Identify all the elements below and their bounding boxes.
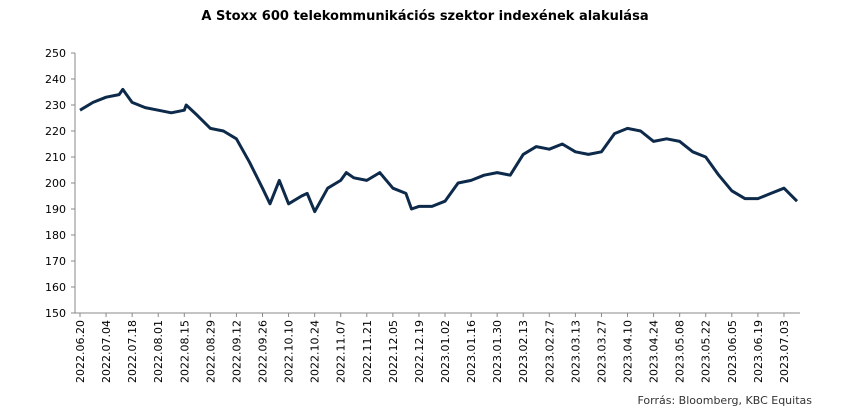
x-tick-label: 2022.09.26 — [257, 320, 270, 383]
x-tick-label: 2023.03.13 — [569, 320, 582, 383]
x-tick-label: 2023.05.08 — [674, 320, 687, 383]
x-tick-label: 2023.04.24 — [648, 320, 661, 383]
y-tick-label: 220 — [45, 125, 66, 138]
x-tick-label: 2023.06.05 — [726, 320, 739, 383]
y-tick-label: 160 — [45, 281, 66, 294]
y-tick-label: 200 — [45, 177, 66, 190]
y-tick-label: 240 — [45, 73, 66, 86]
y-tick-label: 150 — [45, 307, 66, 320]
series-line — [79, 87, 799, 214]
x-tick-label: 2023.03.27 — [595, 320, 608, 383]
x-tick-label: 2022.06.20 — [74, 320, 87, 383]
y-tick-label: 180 — [45, 229, 66, 242]
x-tick-label: 2023.05.22 — [700, 320, 713, 383]
x-tick-label: 2023.01.02 — [439, 320, 452, 383]
x-tick-label: 2022.11.07 — [335, 320, 348, 383]
x-tick-label: 2022.10.10 — [283, 320, 296, 383]
y-tick-label: 230 — [45, 99, 66, 112]
x-tick-label: 2022.12.19 — [413, 320, 426, 383]
x-tick-label: 2022.12.05 — [387, 320, 400, 383]
x-tick-label: 2023.07.03 — [778, 320, 791, 383]
y-tick-label: 210 — [45, 151, 66, 164]
y-tick-label: 250 — [45, 47, 66, 60]
x-tick-label: 2023.04.10 — [622, 320, 635, 383]
x-tick-label: 2022.08.15 — [178, 320, 191, 383]
y-tick-label: 190 — [45, 203, 66, 216]
x-tick-label: 2023.02.13 — [517, 320, 530, 383]
x-tick-label: 2022.08.01 — [152, 320, 165, 383]
x-tick-label: 2023.06.19 — [752, 320, 765, 383]
x-tick-label: 2022.08.29 — [204, 320, 217, 383]
x-tick-label: 2022.09.12 — [230, 320, 243, 383]
x-tick-label: 2022.11.21 — [361, 320, 374, 383]
x-tick-label: 2023.01.16 — [465, 320, 478, 383]
source-note: Forrás: Bloomberg, KBC Equitas — [637, 394, 812, 407]
x-tick-label: 2023.01.30 — [491, 320, 504, 383]
chart-title: A Stoxx 600 telekommunikációs szektor in… — [201, 9, 648, 24]
x-tick-label: 2023.02.27 — [543, 320, 556, 383]
y-tick-label: 170 — [45, 255, 66, 268]
x-tick-label: 2022.07.04 — [100, 320, 113, 383]
x-tick-label: 2022.10.24 — [309, 320, 322, 383]
x-tick-label: 2022.07.18 — [126, 320, 139, 383]
